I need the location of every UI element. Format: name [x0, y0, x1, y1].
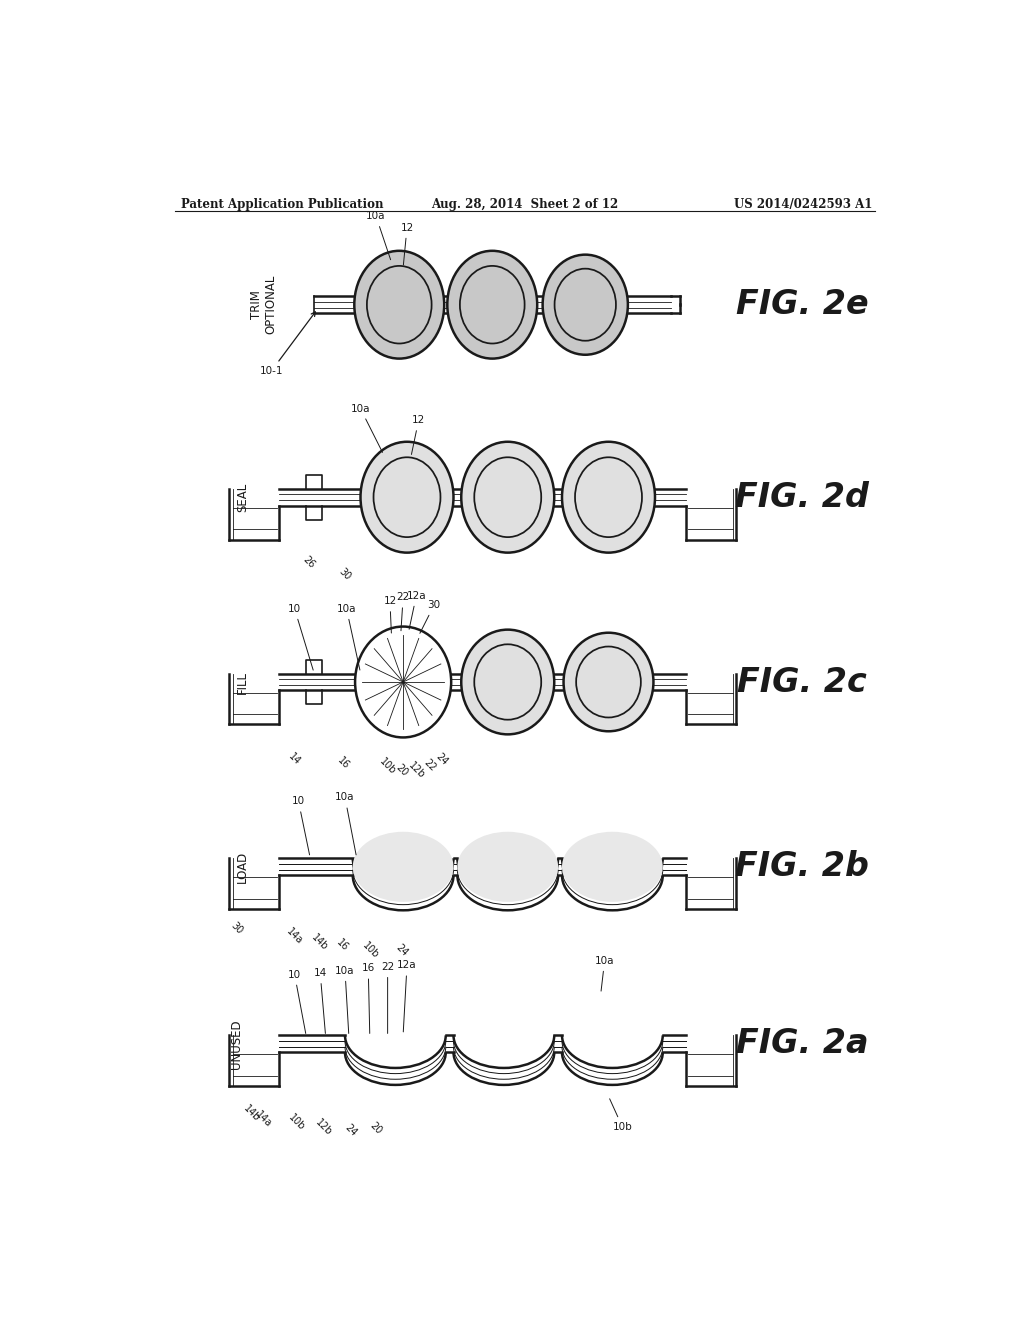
Ellipse shape	[461, 630, 554, 734]
Text: 30: 30	[420, 601, 440, 634]
Text: 30: 30	[337, 566, 353, 582]
Text: FIG. 2e: FIG. 2e	[736, 288, 868, 321]
Text: 12: 12	[400, 223, 414, 265]
Text: 12b: 12b	[407, 760, 426, 780]
Text: 24: 24	[342, 1122, 358, 1138]
Text: 10a: 10a	[351, 404, 383, 453]
Text: 16: 16	[361, 964, 375, 1034]
Text: 10-1: 10-1	[260, 312, 315, 376]
Text: 14: 14	[287, 751, 302, 767]
Ellipse shape	[562, 832, 663, 902]
Text: 20: 20	[368, 1121, 384, 1137]
Text: UNUSED: UNUSED	[230, 1019, 243, 1069]
Text: 10a: 10a	[335, 792, 356, 855]
Text: 24: 24	[393, 942, 410, 958]
Text: 12a: 12a	[407, 591, 426, 630]
Ellipse shape	[360, 442, 454, 553]
Text: 10a: 10a	[367, 211, 390, 260]
Text: 10: 10	[292, 796, 309, 855]
Text: 24: 24	[434, 751, 450, 767]
Text: 12: 12	[412, 416, 425, 454]
Text: Patent Application Publication: Patent Application Publication	[180, 198, 383, 211]
Text: 12b: 12b	[314, 1117, 334, 1138]
Text: 16: 16	[336, 755, 351, 771]
Text: 10b: 10b	[609, 1098, 633, 1133]
Text: 22: 22	[396, 593, 410, 631]
Text: TRIM
OPTIONAL: TRIM OPTIONAL	[250, 275, 278, 334]
Text: 10: 10	[288, 970, 306, 1034]
Text: 10a: 10a	[595, 956, 614, 991]
Text: 10a: 10a	[335, 966, 354, 1034]
Text: US 2014/0242593 A1: US 2014/0242593 A1	[733, 198, 872, 211]
Text: 10b: 10b	[286, 1113, 306, 1133]
Ellipse shape	[563, 632, 653, 731]
Ellipse shape	[458, 832, 558, 902]
Text: 14: 14	[313, 968, 327, 1034]
Text: 14b: 14b	[309, 932, 330, 952]
Text: 30: 30	[228, 920, 245, 936]
Ellipse shape	[562, 442, 655, 553]
Text: FIG. 2a: FIG. 2a	[736, 1027, 868, 1060]
Ellipse shape	[352, 832, 454, 902]
Text: 22: 22	[381, 962, 394, 1034]
Text: FIG. 2b: FIG. 2b	[735, 850, 869, 883]
Ellipse shape	[355, 627, 452, 738]
Ellipse shape	[543, 255, 628, 355]
Text: 14b: 14b	[242, 1104, 262, 1123]
Text: 12: 12	[383, 597, 396, 634]
Text: 22: 22	[422, 758, 438, 774]
Text: 10a: 10a	[337, 603, 359, 671]
Text: 14a: 14a	[254, 1109, 273, 1130]
Text: 10: 10	[288, 603, 313, 671]
Text: FIG. 2c: FIG. 2c	[737, 665, 867, 698]
Text: 26: 26	[301, 554, 316, 570]
Text: FIG. 2d: FIG. 2d	[735, 480, 869, 513]
Text: FILL: FILL	[237, 671, 249, 693]
Ellipse shape	[354, 251, 444, 359]
Text: 12a: 12a	[397, 961, 417, 1032]
Ellipse shape	[447, 251, 538, 359]
Text: 14a: 14a	[285, 927, 304, 946]
Text: Aug. 28, 2014  Sheet 2 of 12: Aug. 28, 2014 Sheet 2 of 12	[431, 198, 618, 211]
Text: 10b: 10b	[360, 940, 381, 960]
Text: 20: 20	[393, 763, 410, 779]
Ellipse shape	[461, 442, 554, 553]
Text: LOAD: LOAD	[237, 850, 249, 883]
Text: 16: 16	[335, 937, 350, 953]
Text: SEAL: SEAL	[237, 483, 249, 512]
Text: 10b: 10b	[378, 756, 397, 776]
